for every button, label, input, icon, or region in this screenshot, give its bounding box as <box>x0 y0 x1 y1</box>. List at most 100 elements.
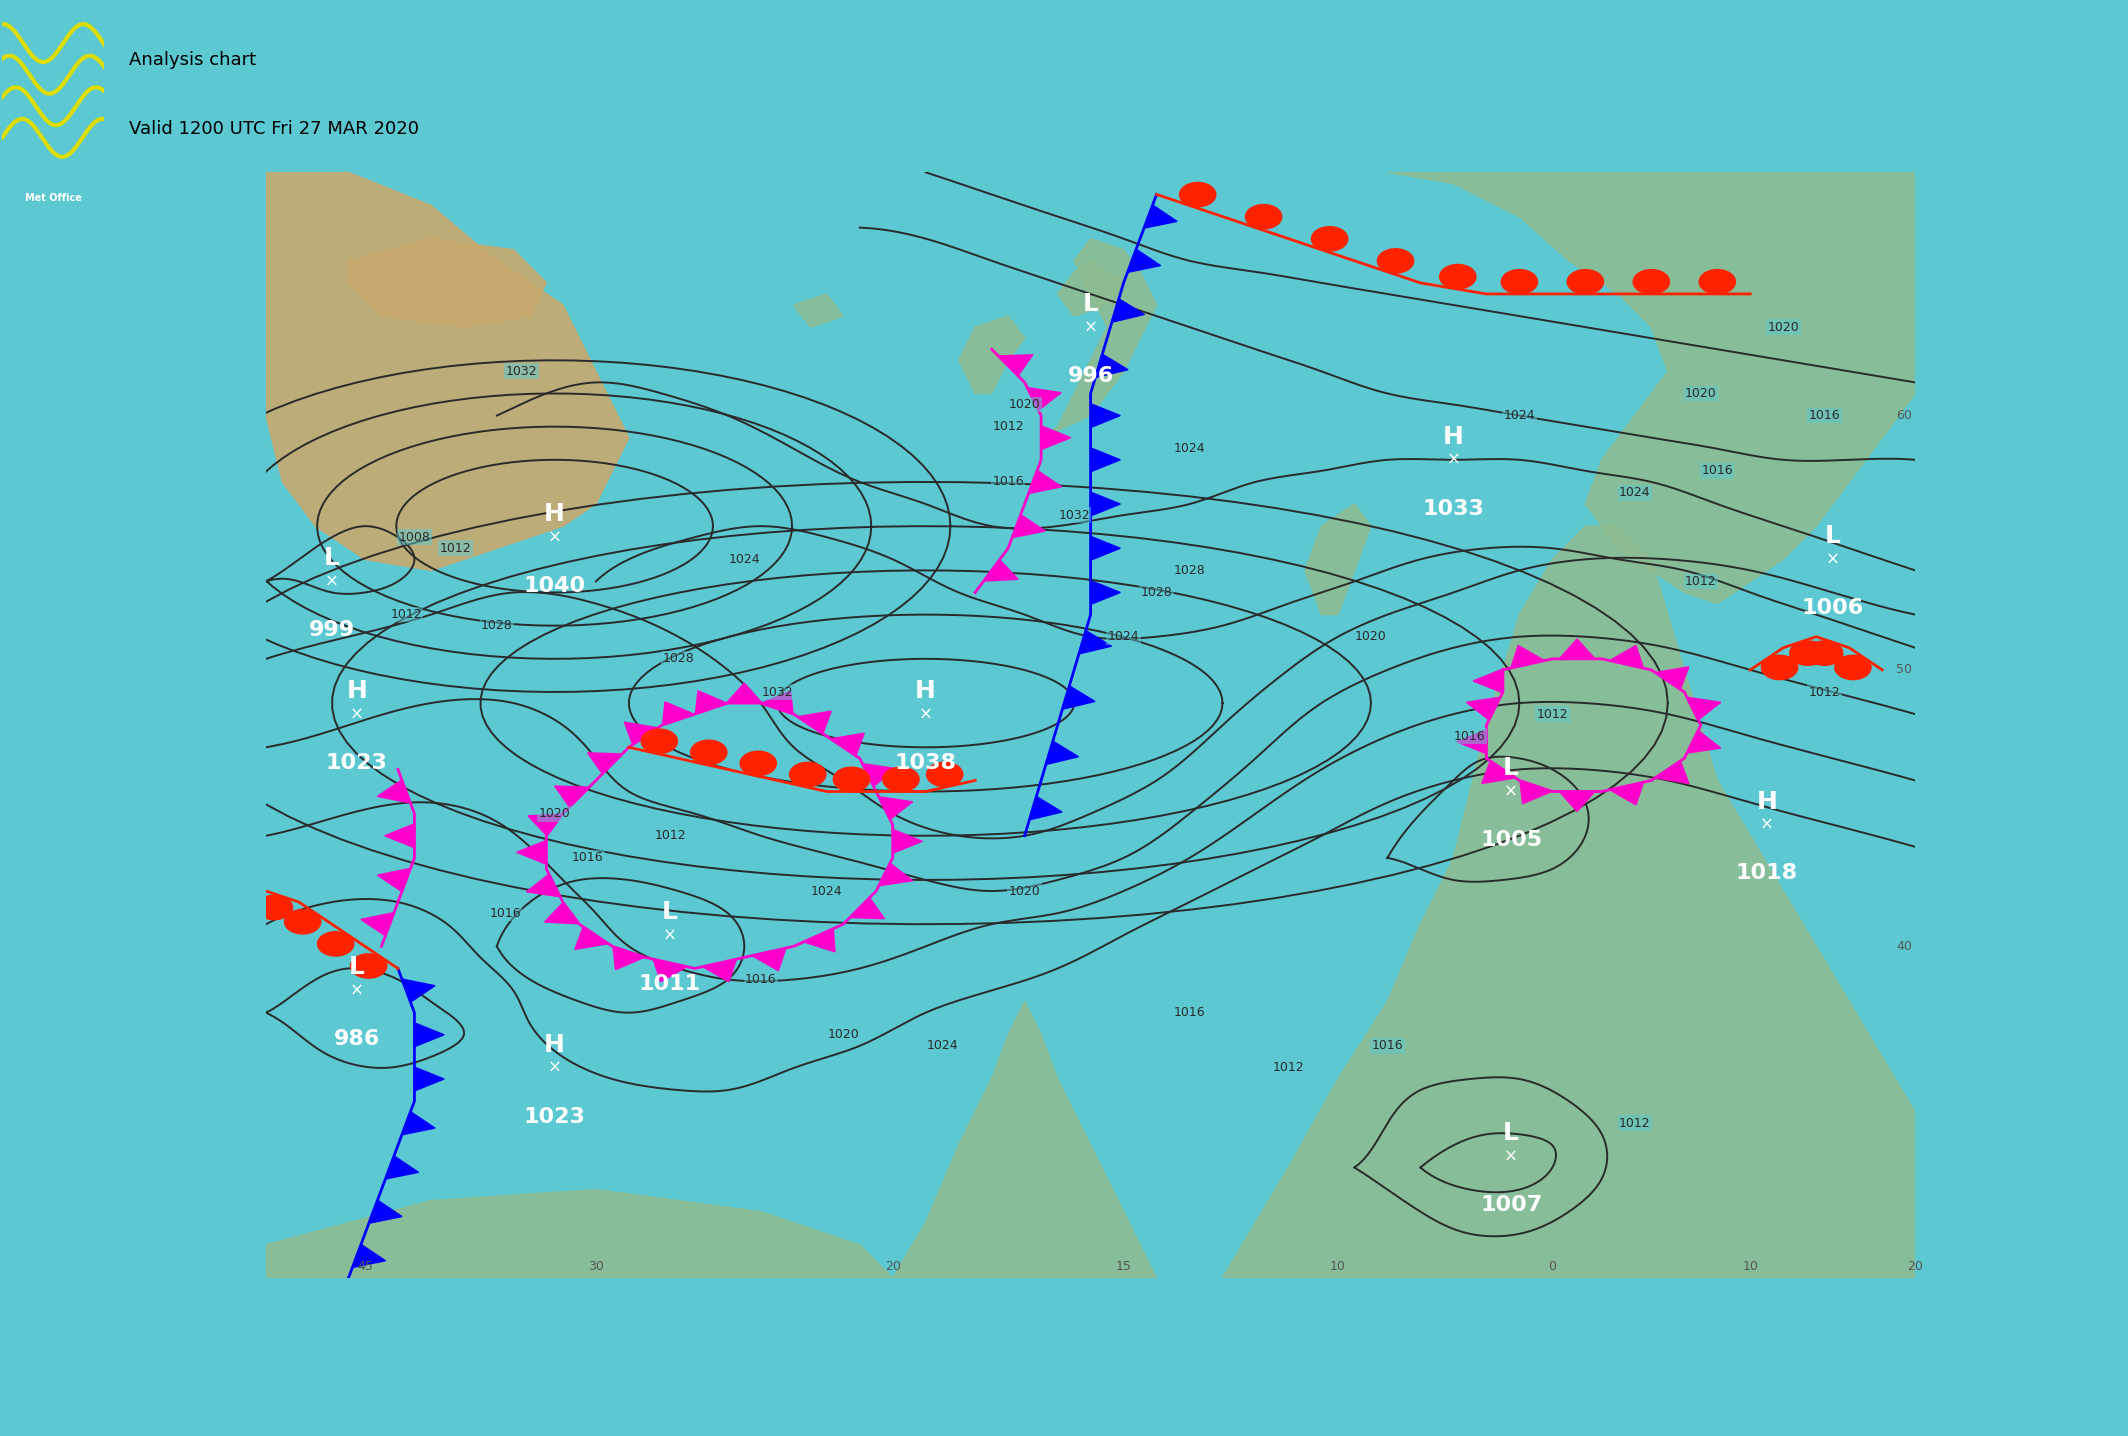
Polygon shape <box>575 926 609 949</box>
Polygon shape <box>1304 504 1370 615</box>
Text: 1012: 1012 <box>389 607 421 622</box>
Text: ×: × <box>1083 319 1098 336</box>
Text: 1016: 1016 <box>745 974 777 987</box>
Circle shape <box>1566 270 1605 294</box>
Polygon shape <box>349 238 547 327</box>
Text: 1024: 1024 <box>1619 487 1651 500</box>
Circle shape <box>641 729 677 754</box>
Polygon shape <box>1079 630 1111 653</box>
Polygon shape <box>1656 666 1690 689</box>
Text: ×: × <box>1447 451 1460 468</box>
Polygon shape <box>1090 493 1119 516</box>
Text: 1023: 1023 <box>326 752 387 773</box>
Circle shape <box>255 895 292 919</box>
Polygon shape <box>879 863 913 886</box>
Polygon shape <box>653 959 687 982</box>
Text: 1011: 1011 <box>638 974 700 994</box>
Polygon shape <box>1481 761 1515 784</box>
Polygon shape <box>1030 797 1062 820</box>
Text: 60: 60 <box>1896 409 1911 422</box>
Text: 1024: 1024 <box>1175 442 1204 455</box>
Text: 1016: 1016 <box>1175 1007 1204 1020</box>
Text: ×: × <box>1826 550 1841 569</box>
Text: H: H <box>1756 790 1777 814</box>
Circle shape <box>692 740 728 764</box>
Polygon shape <box>983 560 1017 582</box>
Circle shape <box>834 767 870 791</box>
Polygon shape <box>377 780 411 803</box>
Text: 50: 50 <box>1896 663 1911 676</box>
Text: 1008: 1008 <box>398 531 430 544</box>
Polygon shape <box>368 1200 402 1223</box>
Polygon shape <box>266 1189 894 1278</box>
Text: 1020: 1020 <box>828 1028 860 1041</box>
Text: 1016: 1016 <box>1373 1040 1402 1053</box>
Polygon shape <box>415 1022 445 1047</box>
Polygon shape <box>830 734 864 755</box>
Polygon shape <box>402 1111 434 1134</box>
Text: 1005: 1005 <box>1481 830 1543 850</box>
Circle shape <box>1311 227 1347 251</box>
Polygon shape <box>1096 355 1128 378</box>
Text: 1032: 1032 <box>1058 508 1090 521</box>
Text: Valid 1200 UTC Fri 27 MAR 2020: Valid 1200 UTC Fri 27 MAR 2020 <box>128 121 419 138</box>
Text: 1020: 1020 <box>538 807 570 820</box>
Text: 1033: 1033 <box>1422 498 1485 518</box>
Text: ×: × <box>1504 783 1517 800</box>
Circle shape <box>1245 204 1281 228</box>
Polygon shape <box>1028 471 1062 494</box>
Polygon shape <box>613 946 645 969</box>
Polygon shape <box>958 316 1026 393</box>
Text: 1024: 1024 <box>926 1040 958 1053</box>
Polygon shape <box>377 869 411 892</box>
Text: 45: 45 <box>358 1259 372 1272</box>
Text: 40: 40 <box>1896 939 1911 954</box>
Polygon shape <box>662 702 694 725</box>
Text: 1038: 1038 <box>894 752 958 773</box>
Polygon shape <box>862 764 896 787</box>
Polygon shape <box>1041 238 1158 438</box>
Polygon shape <box>1128 250 1160 273</box>
Polygon shape <box>1028 388 1062 411</box>
Text: ×: × <box>349 982 364 999</box>
Polygon shape <box>624 722 658 745</box>
Text: 1012: 1012 <box>653 829 685 843</box>
Polygon shape <box>1560 791 1594 811</box>
Text: H: H <box>915 679 936 704</box>
Text: 1016: 1016 <box>489 906 521 919</box>
Text: 1018: 1018 <box>1736 863 1798 883</box>
Text: H: H <box>545 503 566 526</box>
Circle shape <box>741 751 777 775</box>
Text: 1028: 1028 <box>662 652 694 665</box>
Polygon shape <box>1041 425 1070 449</box>
Polygon shape <box>762 691 794 714</box>
Text: L: L <box>1083 292 1098 316</box>
Circle shape <box>1762 655 1798 679</box>
Text: 1024: 1024 <box>1109 630 1138 643</box>
Polygon shape <box>526 875 560 898</box>
Text: ×: × <box>547 528 562 546</box>
Polygon shape <box>751 948 785 971</box>
Circle shape <box>1179 182 1215 207</box>
Text: 986: 986 <box>334 1030 381 1050</box>
Polygon shape <box>266 172 630 570</box>
Polygon shape <box>1458 729 1485 754</box>
Polygon shape <box>1145 205 1177 228</box>
Text: H: H <box>1443 425 1464 448</box>
Text: 1020: 1020 <box>1009 398 1041 411</box>
Text: 1016: 1016 <box>992 475 1024 488</box>
Text: 1032: 1032 <box>762 685 794 698</box>
Circle shape <box>1441 264 1477 289</box>
Text: 999: 999 <box>309 620 355 640</box>
Text: 1028: 1028 <box>1175 564 1204 577</box>
Polygon shape <box>587 752 621 774</box>
Circle shape <box>1698 270 1736 294</box>
Circle shape <box>1790 640 1826 665</box>
Polygon shape <box>1519 781 1551 804</box>
Text: ×: × <box>547 1058 562 1077</box>
Text: ×: × <box>326 573 338 590</box>
Polygon shape <box>804 929 834 952</box>
Circle shape <box>1500 270 1539 294</box>
Text: 1028: 1028 <box>481 619 513 632</box>
Text: 1016: 1016 <box>572 852 604 864</box>
